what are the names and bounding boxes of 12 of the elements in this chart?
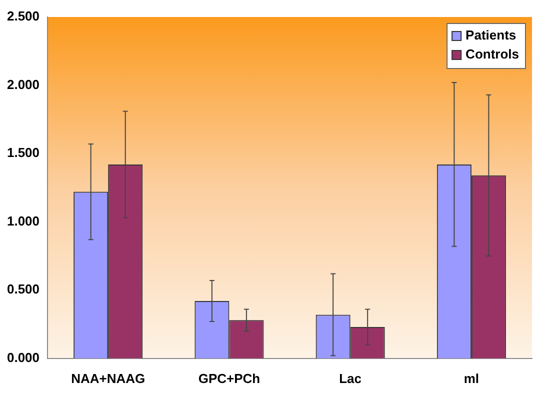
y-tick-label: 1.000 <box>6 213 40 228</box>
x-tick-label: GPC+PCh <box>198 370 260 386</box>
y-tick-label: 1.500 <box>6 145 40 160</box>
legend-label: Patients <box>466 28 516 43</box>
x-tick-label: ml <box>464 370 480 386</box>
y-tick-label: 2.500 <box>6 8 40 24</box>
y-tick-label: 0.000 <box>6 350 40 365</box>
x-tick-label: NAA+NAAG <box>71 370 146 386</box>
y-tick-label: 0.500 <box>6 282 40 297</box>
y-tick-label: 2.000 <box>6 76 40 92</box>
legend-label: Controls <box>466 46 520 62</box>
x-tick-label: Lac <box>339 370 362 386</box>
